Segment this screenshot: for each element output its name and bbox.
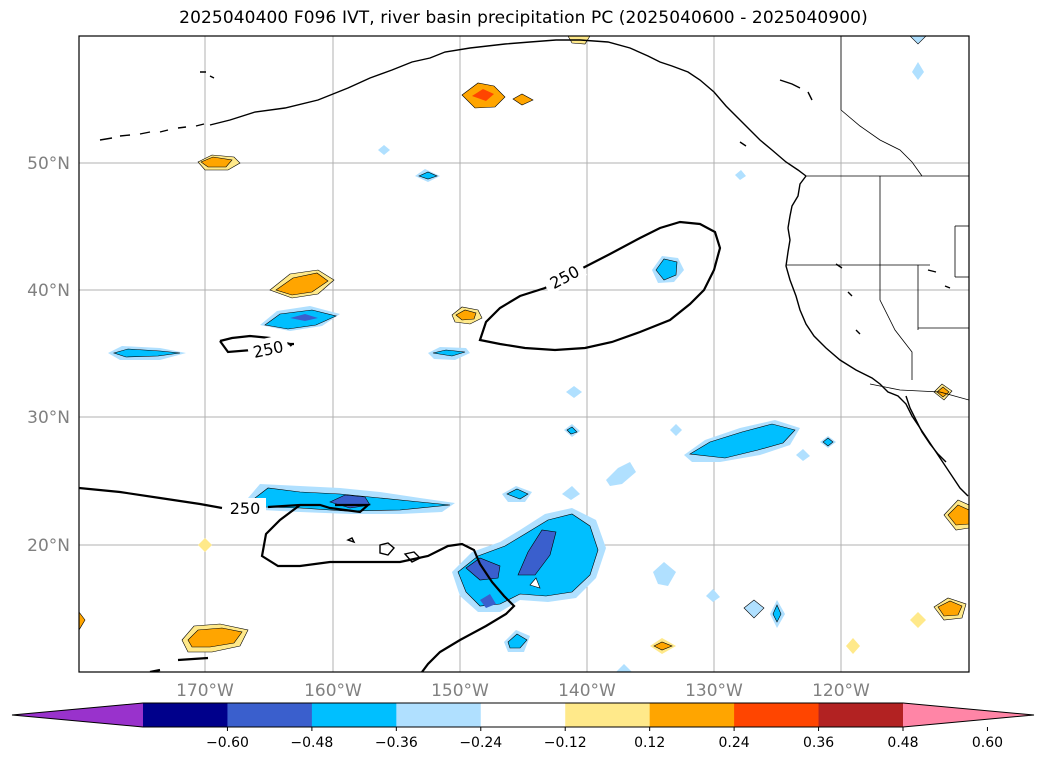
colorbar-segment (143, 703, 228, 727)
alaska-coast (209, 39, 807, 177)
precip-blob-positive (275, 272, 329, 296)
precip-blob-positive (455, 309, 477, 321)
colorbar-tick-label: 0.60 (972, 735, 1003, 751)
baja-california (905, 395, 947, 463)
colorbar-tick-label: 0.12 (634, 735, 665, 751)
colorbar-segment (311, 703, 397, 727)
precip-blob-negative (689, 423, 796, 459)
precip-blob-negative (480, 594, 496, 608)
precip-blob-negative (290, 314, 318, 321)
precip-blob-positive (937, 600, 963, 617)
ivt-contour-250 (79, 486, 371, 514)
contour-label-250: 250 (230, 499, 261, 518)
precip-blob-negative (909, 36, 927, 45)
precip-blob-negative (566, 426, 578, 435)
precip-blob-negative (418, 171, 438, 180)
lat-labels: 50°N 40°N 30°N 20°N (27, 154, 70, 556)
colorbar-tick-label: 0.36 (803, 735, 834, 751)
precip-blob-negative (112, 348, 181, 358)
precip-blob-negative (796, 449, 810, 461)
precip-blob-positive (472, 89, 494, 101)
map-title: 2025040400 F096 IVT, river basin precipi… (179, 8, 868, 28)
ivt-contour-250 (260, 504, 516, 672)
map-plot-area: 250 250 250 (79, 36, 969, 672)
precip-blob-negative (506, 488, 529, 500)
precip-blob-negative (529, 577, 541, 589)
colorbar-segment (818, 703, 904, 727)
lat-label-30n: 30°N (27, 408, 70, 428)
colorbar-segment (734, 703, 820, 727)
colorbar: −0.60 −0.48 −0.36 −0.24 −0.12 0.12 0.24 0.36 0.4… (11, 702, 1035, 751)
coastlines (99, 39, 969, 563)
precip-blob-negative (706, 589, 720, 602)
map-frame (78, 35, 970, 673)
lon-labels: 170°W 160°W 150°W 140°W 130°W 120°W (176, 681, 870, 701)
precip-blob-positive (910, 612, 926, 628)
colorbar-tick-label: 0.24 (719, 735, 750, 751)
precip-blob-negative (653, 562, 676, 586)
bc-coast (787, 175, 807, 229)
colorbar-extend-high (903, 703, 1034, 727)
lon-label-170w: 170°W (176, 681, 234, 701)
colorbar-tick-label: −0.48 (290, 735, 333, 751)
colorbar-outline (11, 702, 1035, 728)
colorbar-tick-label: −0.24 (459, 735, 502, 751)
precip-blob-negative (606, 462, 636, 486)
ivt-contours (79, 220, 722, 672)
precip-blob-negative (735, 170, 746, 180)
precip-blob-negative (772, 604, 782, 623)
precip-blob-positive (187, 627, 243, 648)
lon-label-120w: 120°W (812, 681, 870, 701)
colorbar-segment (227, 703, 313, 727)
colorbar-segment (565, 703, 651, 727)
colorbar-segment (480, 703, 566, 727)
aleutian-islands (99, 71, 215, 141)
precip-blob-negative (912, 62, 924, 80)
precip-blob-negative (378, 145, 390, 155)
colorbar-tick-label: −0.12 (544, 735, 587, 751)
colorbar-extend-low (12, 703, 143, 727)
lon-label-130w: 130°W (685, 681, 743, 701)
precip-blob-positive (200, 156, 233, 168)
precip-blob-negative (507, 633, 528, 649)
precip-blob-positive (198, 538, 212, 552)
precip-blob-negative (432, 349, 466, 357)
colorbar-tick-label: 0.48 (887, 735, 918, 751)
lat-label-20n: 20°N (27, 536, 70, 556)
ivt-contour-250 (219, 334, 294, 354)
precip-blob-negative (743, 599, 765, 619)
precip-blob-positive (936, 386, 950, 398)
precip-blob-negative (562, 486, 580, 500)
colorbar-segment (649, 703, 735, 727)
misc-islands (739, 79, 951, 335)
precip-blob-positive (653, 641, 673, 651)
lon-label-150w: 150°W (431, 681, 489, 701)
precip-blob-positive (846, 638, 860, 654)
ivt-contour-250 (177, 656, 209, 662)
colorbar-segment (396, 703, 482, 727)
lon-label-140w: 140°W (558, 681, 616, 701)
precip-blob-negative (655, 258, 678, 281)
precip-blob-negative (616, 664, 632, 672)
colorbar-tick-label: −0.60 (206, 735, 249, 751)
political-borders (786, 36, 969, 401)
precip-blob-negative (517, 529, 557, 576)
ivt-contour-250 (478, 220, 722, 352)
colorbar-tick-label: −0.36 (375, 735, 418, 751)
precip-blob-negative (566, 386, 582, 398)
precip-blob-negative (822, 437, 834, 447)
precip-blob-negative (670, 424, 682, 436)
lon-label-160w: 160°W (304, 681, 362, 701)
lat-label-50n: 50°N (27, 154, 70, 174)
lat-label-40n: 40°N (27, 281, 70, 301)
precip-blob-positive (79, 611, 86, 631)
precip-blob-positive (512, 93, 534, 106)
precip-blob-positive (947, 504, 969, 526)
